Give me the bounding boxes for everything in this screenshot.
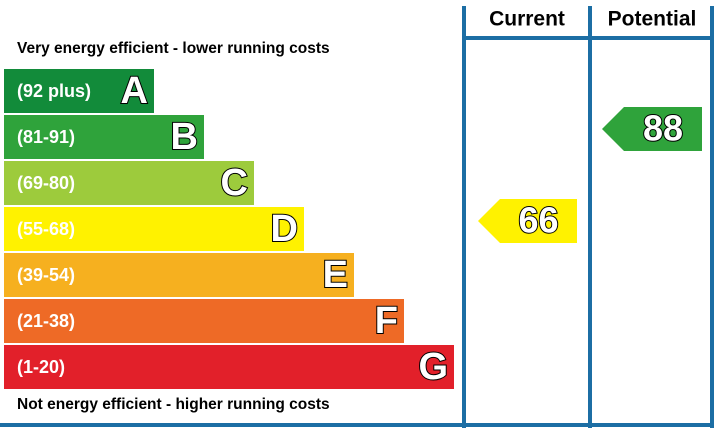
band-range: (39-54) — [17, 265, 75, 285]
band-bar — [4, 115, 204, 159]
band-range: (92 plus) — [17, 81, 91, 101]
band-letter: E — [323, 254, 348, 296]
band-letter: B — [171, 116, 198, 158]
band-letter: F — [375, 300, 398, 342]
band-bar — [4, 299, 404, 343]
band-bar — [4, 253, 354, 297]
rating-arrow — [602, 107, 702, 151]
bottom-note: Not energy efficient - higher running co… — [17, 396, 330, 413]
band-letter: D — [271, 208, 298, 250]
band-range: (55-68) — [17, 219, 75, 239]
band-bar — [4, 345, 454, 389]
rating-value: 66 — [518, 200, 558, 241]
rating-value: 88 — [643, 108, 683, 149]
band-bar — [4, 161, 254, 205]
current-header: Current — [489, 8, 565, 31]
band-letter: C — [221, 162, 248, 204]
band-letter: G — [418, 346, 448, 388]
band-range: (69-80) — [17, 173, 75, 193]
top-note: Very energy efficient - lower running co… — [17, 40, 330, 57]
band-bar — [4, 69, 154, 113]
band-range: (21-38) — [17, 311, 75, 331]
band-letter: A — [121, 70, 148, 112]
potential-header: Potential — [608, 8, 697, 31]
band-bar — [4, 207, 304, 251]
band-range: (81-91) — [17, 127, 75, 147]
rating-arrow — [478, 199, 577, 243]
band-range: (1-20) — [17, 357, 65, 377]
